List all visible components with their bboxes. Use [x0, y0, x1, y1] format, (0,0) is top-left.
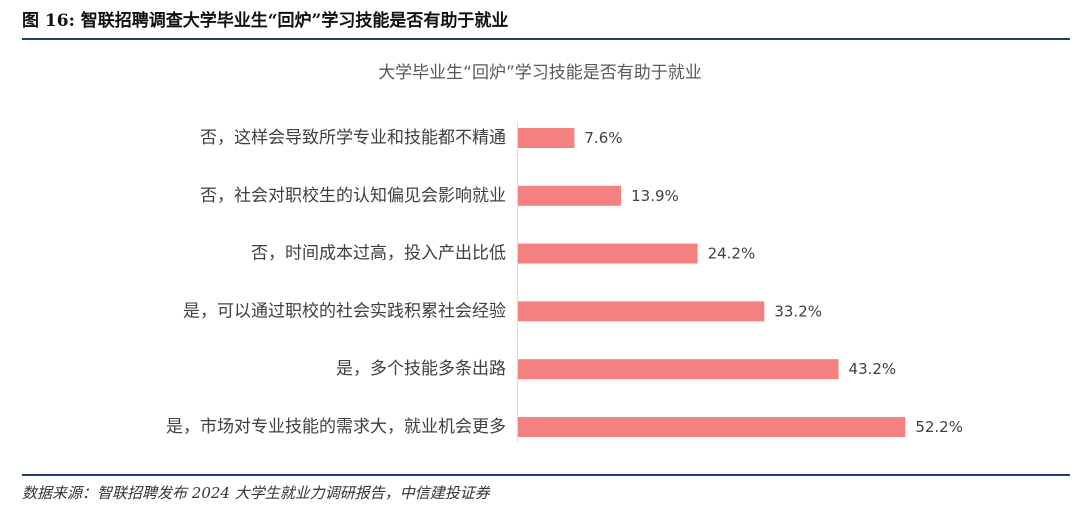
- category-label-2: 否，社会对职校生的认知偏见会影响就业: [200, 186, 506, 206]
- bar-4: [518, 301, 765, 322]
- category-label-4: 是，可以通过职校的社会实践积累社会经验: [183, 301, 506, 321]
- category-label-3: 否，时间成本过高，投入产出比低: [251, 244, 506, 264]
- bar-3: [518, 243, 698, 264]
- category-label-5: 是，多个技能多条出路: [336, 359, 506, 379]
- category-label-6: 是，市场对专业技能的需求大，就业机会更多: [166, 417, 506, 437]
- value-label-6: 52.2%: [915, 418, 963, 436]
- value-label-2: 13.9%: [631, 187, 679, 205]
- chart-title: 大学毕业生“回炉”学习技能是否有助于就业: [378, 63, 702, 83]
- value-label-1: 7.6%: [584, 129, 622, 147]
- value-label-5: 43.2%: [849, 360, 897, 378]
- bar-5: [518, 359, 839, 380]
- value-labels-group: 7.6% 13.9% 24.2% 33.2% 43.2% 52.2%: [584, 129, 963, 436]
- bar-2: [518, 185, 622, 206]
- bars-group: [518, 128, 906, 437]
- value-label-4: 33.2%: [774, 302, 822, 320]
- category-labels-group: 否，这样会导致所学专业和技能都不精通否，社会对职校生的认知偏见会影响就业否，时间…: [166, 128, 506, 437]
- value-label-3: 24.2%: [708, 245, 756, 263]
- top-divider: [22, 38, 1070, 40]
- source-note: 数据来源：智联招聘发布 2024 大学生就业力调研报告，中信建投证券: [22, 484, 490, 502]
- category-label-1: 否，这样会导致所学专业和技能都不精通: [200, 128, 506, 148]
- bottom-divider: [22, 474, 1070, 476]
- bar-6: [518, 417, 906, 437]
- figure-title: 图 16: 智联招聘调查大学毕业生“回炉”学习技能是否有助于就业: [22, 11, 509, 31]
- bar-1: [518, 128, 575, 148]
